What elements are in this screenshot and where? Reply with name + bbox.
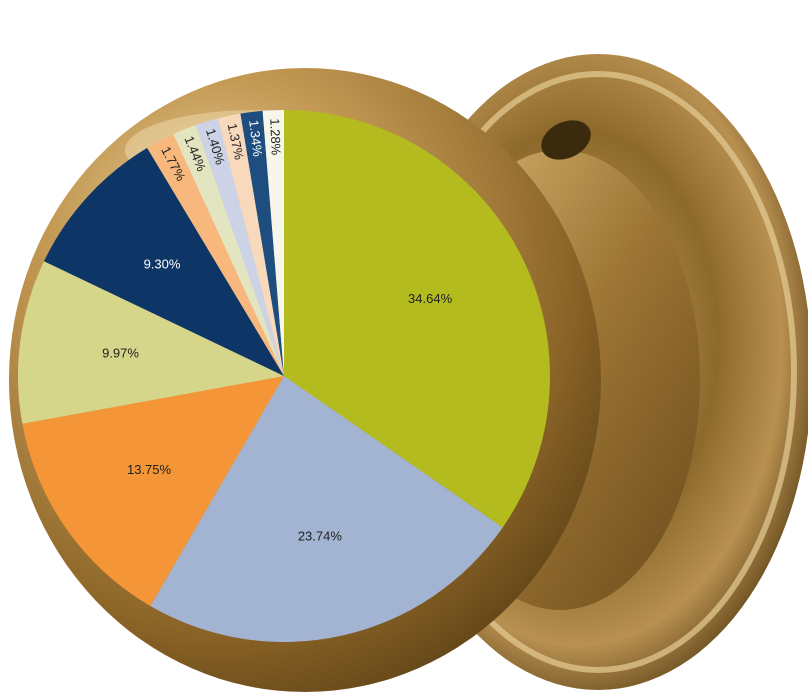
slice-label: 1.28% — [267, 118, 283, 156]
pie-slice — [262, 110, 284, 376]
pie-slice — [218, 113, 284, 377]
slice-label: 1.34% — [246, 119, 265, 158]
keyhole-icon — [541, 120, 591, 160]
slice-label: 9.30% — [144, 256, 181, 271]
slice-label: 34.64% — [408, 291, 453, 306]
pie-slice — [44, 147, 285, 376]
pie-labels: 34.64%23.74%13.75%9.97%9.30%1.77%1.44%1.… — [102, 118, 452, 543]
pie-slice — [284, 110, 550, 528]
pie-slice — [17, 261, 284, 424]
pie-slice — [147, 134, 284, 376]
pie-slice — [173, 125, 284, 376]
pie-slice — [22, 376, 285, 606]
slice-label: 9.97% — [102, 346, 139, 361]
pie-slice — [240, 110, 284, 376]
pie-slice — [195, 118, 284, 376]
pie-slices — [17, 110, 550, 643]
slice-label: 23.74% — [298, 528, 343, 543]
slice-label: 13.75% — [127, 462, 172, 477]
pie-slice — [150, 376, 503, 643]
